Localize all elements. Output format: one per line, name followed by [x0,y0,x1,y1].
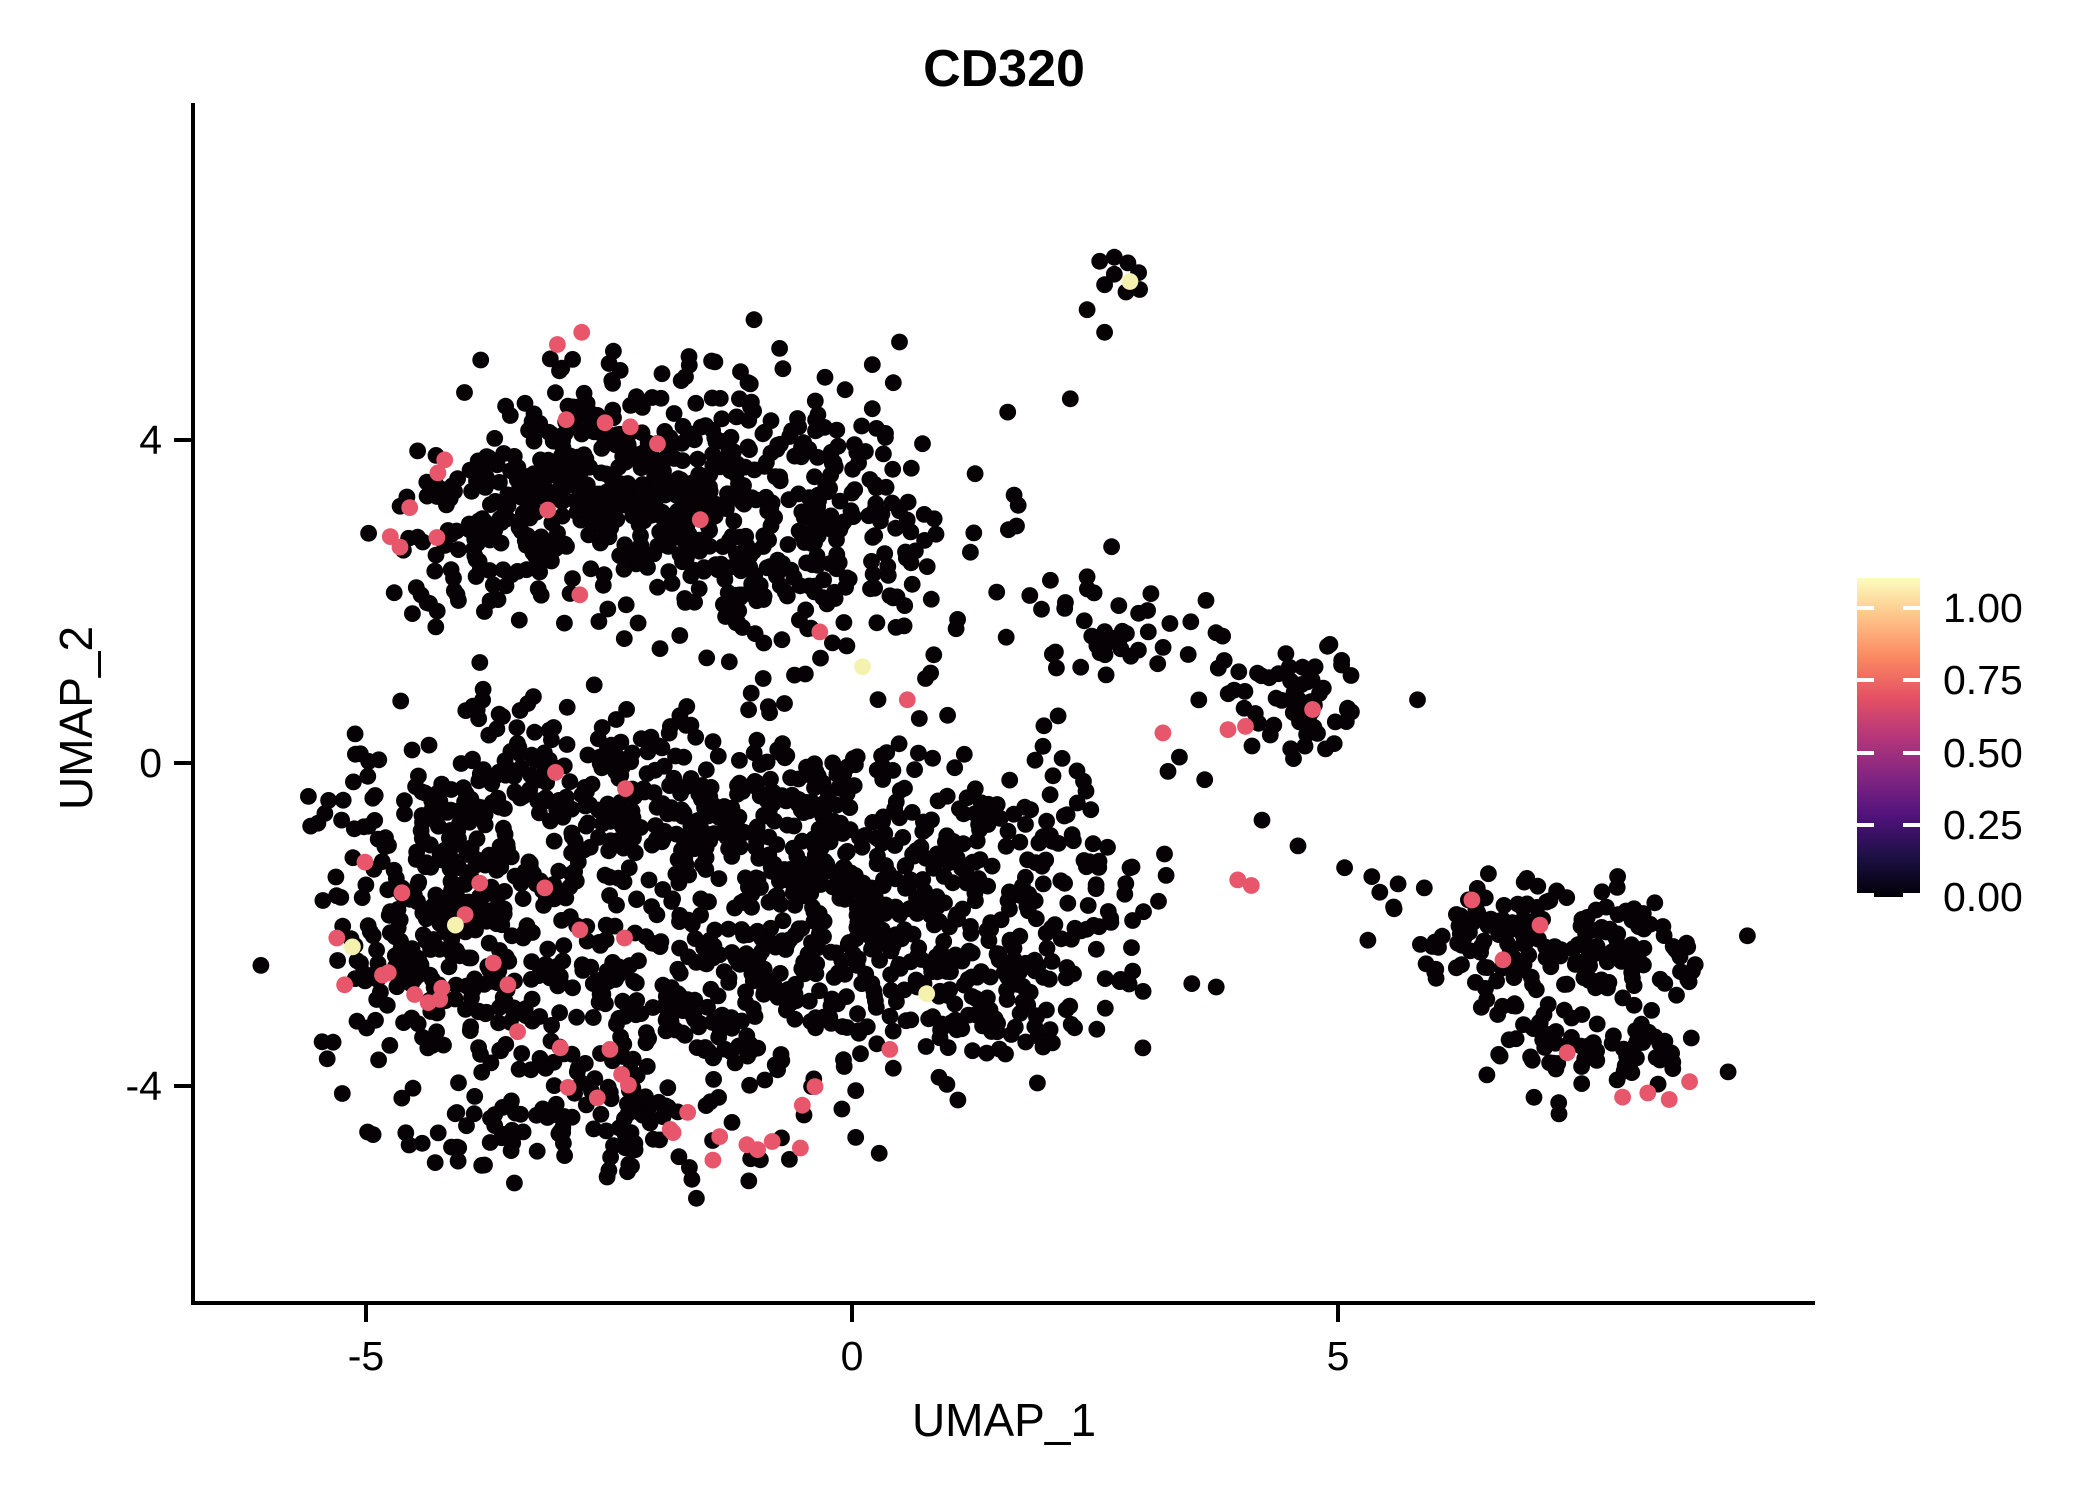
colorbar-tick-label: 0.00 [1943,874,2023,920]
x-axis-ticks [364,1303,1340,1322]
x-axis-title: UMAP_1 [912,1394,1096,1446]
colorbar-tick-label: 0.25 [1943,802,2023,848]
data-points-high-expression [344,273,1139,1003]
y-tick-label: 4 [139,417,162,463]
data-points-zero-expression [252,248,1756,1207]
y-axis-ticks [174,438,193,1088]
colorbar-tick-label: 0.75 [1943,657,2023,703]
x-tick-label: 5 [1327,1333,1350,1379]
data-points-mid-expression [328,323,1698,1169]
colorbar-tick-label: 0.50 [1943,730,2023,776]
y-tick-label: 0 [139,740,162,786]
chart-title: CD320 [923,40,1085,98]
x-tick-label: -5 [348,1333,384,1379]
colorbar-tick-label: 1.00 [1943,585,2023,631]
colorbar-legend: 1.00 0.75 0.50 0.25 0.00 [1857,578,2023,920]
x-tick-label: 0 [841,1333,864,1379]
y-tick-label: -4 [126,1063,162,1109]
colorbar-ticks [1857,606,1920,897]
y-axis-title: UMAP_2 [50,626,102,810]
colorbar-gradient [1857,578,1920,897]
